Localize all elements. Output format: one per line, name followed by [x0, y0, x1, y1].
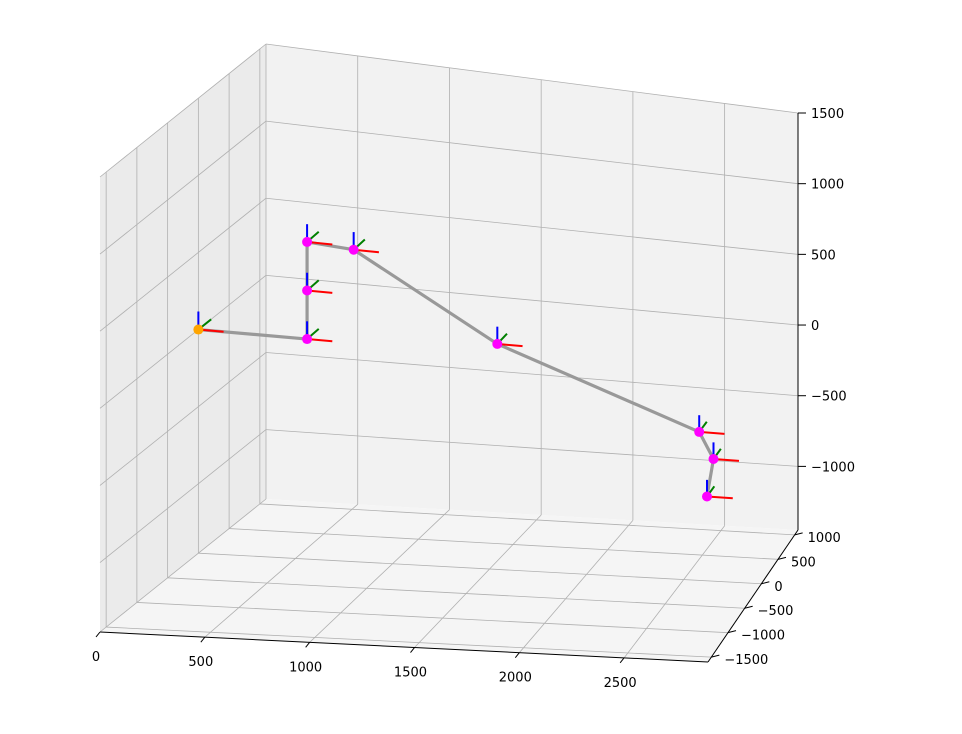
grid-line — [99, 498, 267, 633]
x-tick-label: 2500 — [604, 676, 637, 691]
grid-line — [106, 626, 712, 658]
grid-line — [259, 503, 795, 536]
grid-line — [99, 120, 267, 255]
grid-line — [265, 43, 799, 114]
y-tick-mark — [761, 581, 770, 585]
x-tick-label: 0 — [92, 650, 100, 665]
z-tick-label: 0 — [811, 319, 819, 334]
x-tick-label: 1500 — [394, 666, 427, 681]
joint-point — [302, 285, 313, 296]
z-tick-label: −500 — [811, 390, 847, 405]
y-axis-line — [707, 529, 799, 663]
tick-labels: 0 500 1000 1500 2000 2500 −1500 −1000 −500 0 500 10… — [92, 107, 855, 691]
z-tick-label: 1500 — [811, 107, 844, 122]
back-pane — [266, 44, 798, 530]
grid-line — [623, 525, 725, 659]
y-tick-mark — [794, 532, 803, 536]
grid-line — [519, 520, 634, 653]
x-tick-label: 1000 — [289, 660, 322, 675]
y-tick-label: −1000 — [741, 629, 785, 644]
grid-line — [309, 509, 450, 643]
grid-line — [99, 43, 267, 178]
left-pane — [100, 44, 266, 632]
axis-lines — [99, 113, 799, 663]
z-tick-label: −1000 — [811, 460, 855, 475]
z-tick-label: 1000 — [811, 178, 844, 193]
x-tick-mark — [410, 647, 415, 653]
grid-line — [204, 504, 358, 638]
grid-line — [99, 275, 267, 409]
joint-point — [348, 244, 359, 255]
grid-line — [99, 429, 267, 563]
x-tick-mark — [619, 657, 625, 664]
axis-panes — [100, 44, 798, 662]
grid-line — [136, 602, 729, 634]
y-tick-label: −1500 — [724, 653, 768, 668]
y-tick-label: 0 — [774, 580, 782, 595]
y-tick-mark — [744, 605, 753, 609]
grid-line — [99, 197, 267, 332]
x-axis-line — [99, 631, 709, 663]
x-tick-label: 500 — [188, 655, 213, 670]
floor-pane — [100, 499, 798, 662]
chain-series — [193, 224, 740, 502]
x-tick-label: 2000 — [499, 671, 532, 686]
y-tick-mark — [711, 654, 720, 658]
grid-line — [265, 274, 799, 326]
x-tick-mark — [95, 631, 101, 638]
grid-line — [198, 552, 762, 585]
grid-line — [167, 577, 745, 609]
x-tick-mark — [200, 636, 206, 643]
grid-line — [265, 120, 799, 185]
joint-point — [492, 338, 503, 349]
y-tick-label: 1000 — [808, 531, 841, 546]
grid-line — [265, 352, 799, 397]
y-tick-mark — [727, 630, 737, 634]
y-tick-label: 500 — [791, 555, 816, 570]
x-tick-mark — [514, 652, 520, 659]
grid-line — [229, 528, 779, 560]
joint-point — [302, 236, 313, 247]
joint-point — [694, 426, 705, 437]
joint-point — [302, 334, 313, 345]
grid-line — [99, 352, 267, 486]
z-tick-label: 500 — [811, 248, 836, 263]
grid-line — [265, 197, 799, 255]
grid-line — [414, 514, 542, 648]
x-tick-mark — [305, 642, 311, 648]
base-point — [193, 324, 204, 335]
y-tick-mark — [777, 556, 787, 560]
joint-point — [708, 454, 719, 465]
joint-point — [701, 491, 712, 502]
y-tick-label: −500 — [758, 604, 794, 619]
